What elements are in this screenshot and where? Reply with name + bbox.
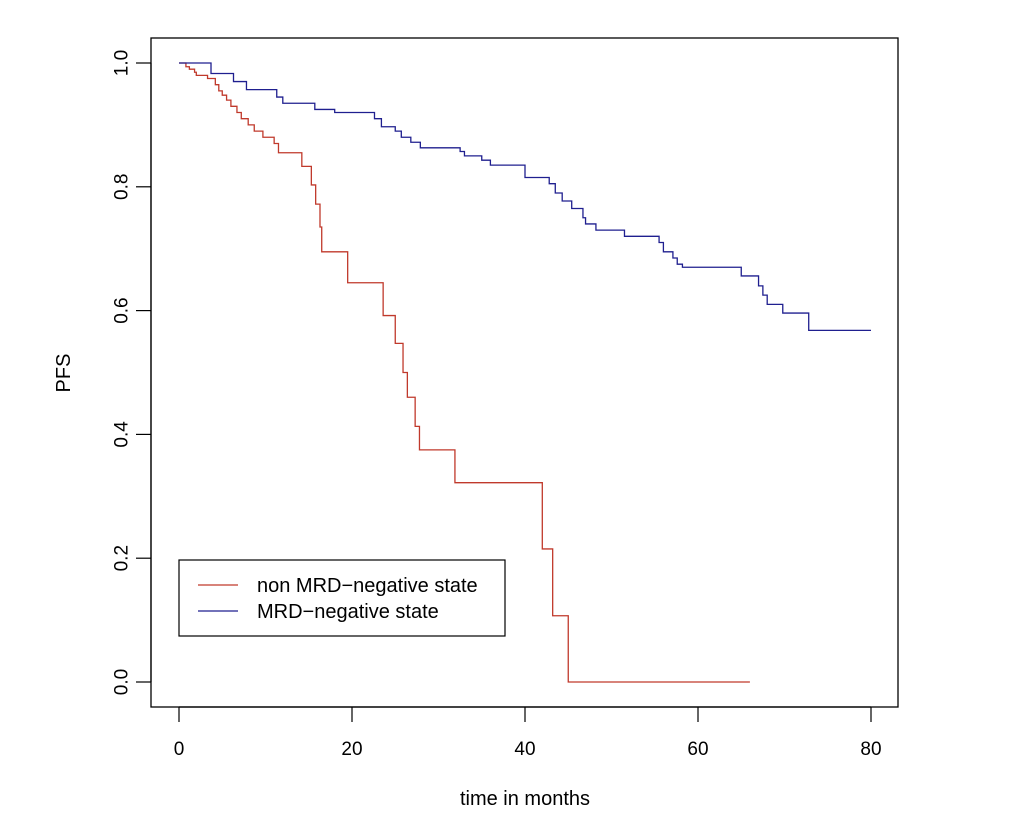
x-tick-label: 20 [341, 739, 362, 760]
legend: non MRD−negative state MRD−negative stat… [178, 559, 506, 637]
y-tick-label: 0.6 [112, 297, 133, 323]
x-tick-label: 0 [174, 739, 185, 760]
y-tick-label: 0.2 [112, 545, 133, 571]
x-tick-label: 80 [860, 739, 881, 760]
x-tick-label: 60 [687, 739, 708, 760]
series-layer [179, 62, 871, 683]
y-axis: 0.0 0.2 0.4 0.6 0.8 1.0 [112, 50, 152, 695]
y-axis-title: PFS [53, 354, 75, 393]
y-tick-label: 0.4 [112, 421, 133, 448]
legend-label-non-mrd: non MRD−negative state [257, 575, 478, 597]
series-line-non-mrd [179, 62, 750, 683]
y-tick-label: 0.0 [112, 669, 133, 695]
x-axis-title: time in months [460, 788, 590, 810]
x-axis: 0 20 40 60 80 [174, 706, 882, 760]
y-tick-label: 1.0 [112, 50, 133, 76]
y-tick-label: 0.8 [112, 174, 133, 200]
x-tick-label: 40 [514, 739, 535, 760]
series-line-mrd [179, 62, 871, 332]
legend-label-mrd: MRD−negative state [257, 601, 439, 623]
legend-box [178, 559, 506, 637]
